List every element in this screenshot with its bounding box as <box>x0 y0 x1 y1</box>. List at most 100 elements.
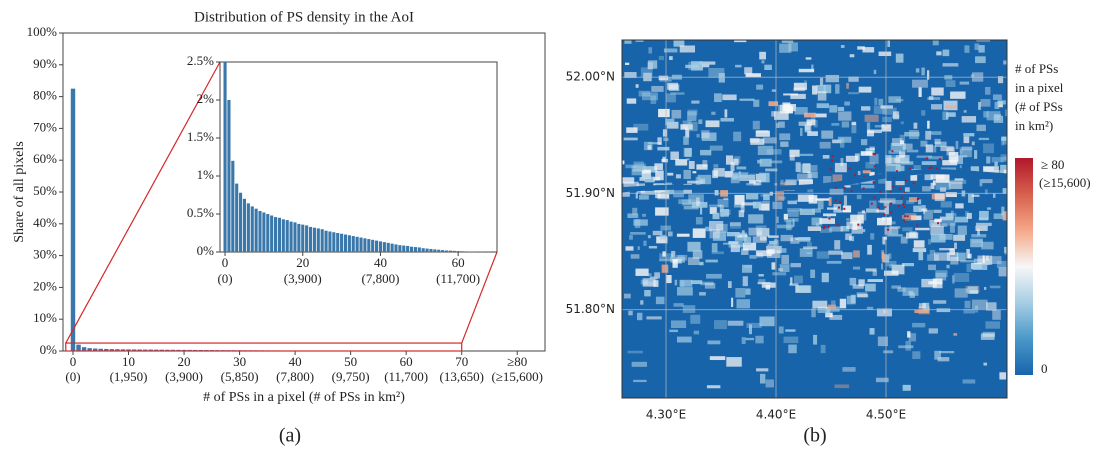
map-patch <box>963 308 976 314</box>
map-patch <box>685 127 690 138</box>
map-patch <box>982 179 993 184</box>
map-patch <box>759 158 772 167</box>
map-patch <box>888 150 901 154</box>
map-patch <box>759 172 770 183</box>
map-patch <box>834 384 850 389</box>
map-patch <box>857 171 861 176</box>
map-patch <box>928 95 934 100</box>
map-patch <box>742 276 748 287</box>
y-axis-label: Share of all pixels <box>12 141 27 242</box>
y-tick-label: 30% <box>33 247 57 262</box>
map-patch <box>720 118 734 122</box>
map-patch <box>777 104 781 114</box>
map-patch <box>812 208 821 213</box>
map-patch <box>911 215 922 221</box>
bar <box>250 206 254 252</box>
map-patch <box>692 250 703 259</box>
map-patch <box>895 99 904 102</box>
map-patch <box>939 187 947 192</box>
bar <box>413 247 417 252</box>
map-patch <box>975 305 979 313</box>
map-patch <box>727 281 732 289</box>
map-patch <box>954 242 958 249</box>
map-patch <box>860 151 873 156</box>
map-patch <box>823 213 837 217</box>
map-patch <box>1000 164 1007 175</box>
map-patch <box>700 149 712 156</box>
bar <box>242 198 247 252</box>
map-patch <box>650 95 657 104</box>
bar <box>316 228 320 252</box>
map-patch <box>912 79 928 88</box>
map-patch <box>709 356 726 361</box>
map-patch <box>811 64 814 72</box>
map-patch <box>775 191 785 201</box>
map-patch <box>691 202 708 208</box>
map-patch <box>643 166 658 173</box>
map-patch <box>1001 137 1005 146</box>
map-patch <box>839 26 842 35</box>
map-patch <box>974 150 978 159</box>
bar <box>301 224 305 252</box>
map-patch <box>876 23 890 28</box>
map-patch <box>983 143 994 154</box>
map-patch <box>702 64 710 68</box>
map-patch <box>866 130 875 137</box>
map-patch <box>718 72 725 83</box>
map-patch <box>833 204 841 213</box>
map-patch <box>748 227 763 236</box>
map-patch <box>971 299 988 310</box>
map-patch <box>755 130 770 137</box>
map-patch <box>887 40 891 48</box>
map-patch <box>937 357 950 362</box>
bar <box>367 239 371 252</box>
map-patch <box>870 233 875 240</box>
map-patch <box>869 153 879 164</box>
map-patch <box>741 264 753 273</box>
map-patch <box>888 96 902 103</box>
map-patch <box>761 282 776 288</box>
map-patch <box>819 141 831 149</box>
map-patch <box>683 205 699 210</box>
y-tick-label: 90% <box>33 56 57 71</box>
bar <box>266 214 270 252</box>
map-hotspot <box>897 204 900 207</box>
map-patch <box>962 399 975 404</box>
map-patch <box>781 254 790 265</box>
map-patch <box>781 2 789 5</box>
map-hotspot <box>834 186 837 189</box>
map-patch <box>925 130 932 140</box>
map-patch <box>897 287 906 292</box>
map-patch <box>783 213 788 220</box>
map-patch <box>755 250 772 257</box>
x-tick-sublabel: (13,650) <box>439 369 483 384</box>
map-hotspot <box>850 190 853 193</box>
map-patch <box>994 170 1004 173</box>
map-patch <box>706 385 721 389</box>
map-patch <box>942 160 958 166</box>
map-patch <box>822 155 830 159</box>
map-patch <box>774 111 789 120</box>
x-tick-label: 4.30°E <box>646 408 686 422</box>
map-patch <box>698 119 703 125</box>
map-hotspot <box>903 205 906 208</box>
map-patch <box>733 158 739 166</box>
map-hotspot <box>848 167 851 170</box>
map-patch <box>768 235 779 238</box>
map-patch <box>759 51 766 60</box>
map-patch <box>975 56 986 64</box>
map-patch <box>642 213 647 217</box>
colorbar <box>1015 158 1033 375</box>
map-patch <box>1003 156 1007 161</box>
map-patch <box>738 210 745 218</box>
map-patch <box>880 198 896 204</box>
map-patch <box>697 174 712 185</box>
map-hotspot <box>899 188 902 191</box>
map-patch <box>934 350 941 360</box>
map-patch <box>992 94 1002 101</box>
map-image <box>622 2 1007 404</box>
x-tick-sublabel: (11,700) <box>436 271 480 286</box>
map-patch <box>976 40 991 42</box>
map-patch <box>829 314 843 320</box>
map-patch <box>848 92 859 95</box>
